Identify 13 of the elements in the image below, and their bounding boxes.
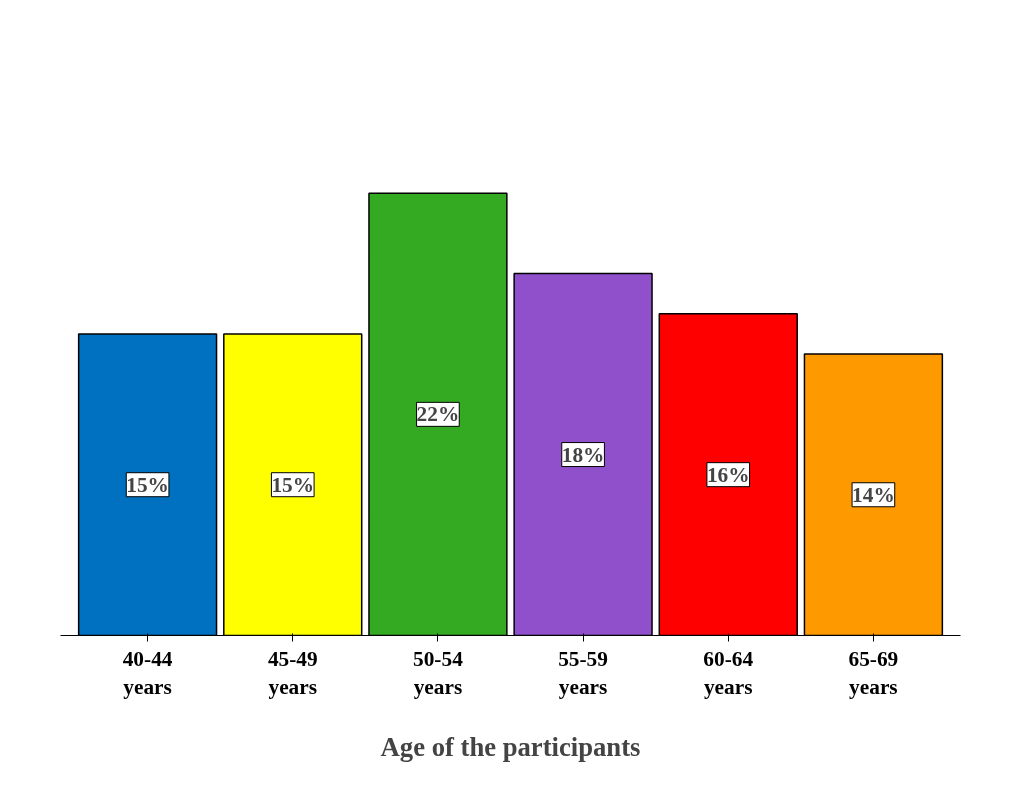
x-axis-title: Age of the participants <box>380 732 641 763</box>
data-label: 15% <box>271 472 315 497</box>
x-tick-label: 65-69 years <box>848 646 899 700</box>
data-label: 14% <box>852 482 895 507</box>
x-tick-label: 40-44 years <box>122 646 173 700</box>
x-tick-label: 50-54 years <box>413 646 464 700</box>
data-label: 16% <box>706 462 750 487</box>
data-label: 18% <box>561 442 605 467</box>
x-tick-label: 45-49 years <box>267 646 318 700</box>
x-tick-label: 55-59 years <box>558 646 608 700</box>
x-tick-label: 60-64 years <box>703 646 754 700</box>
data-label: 22% <box>416 402 460 427</box>
data-label: 15% <box>126 472 169 497</box>
